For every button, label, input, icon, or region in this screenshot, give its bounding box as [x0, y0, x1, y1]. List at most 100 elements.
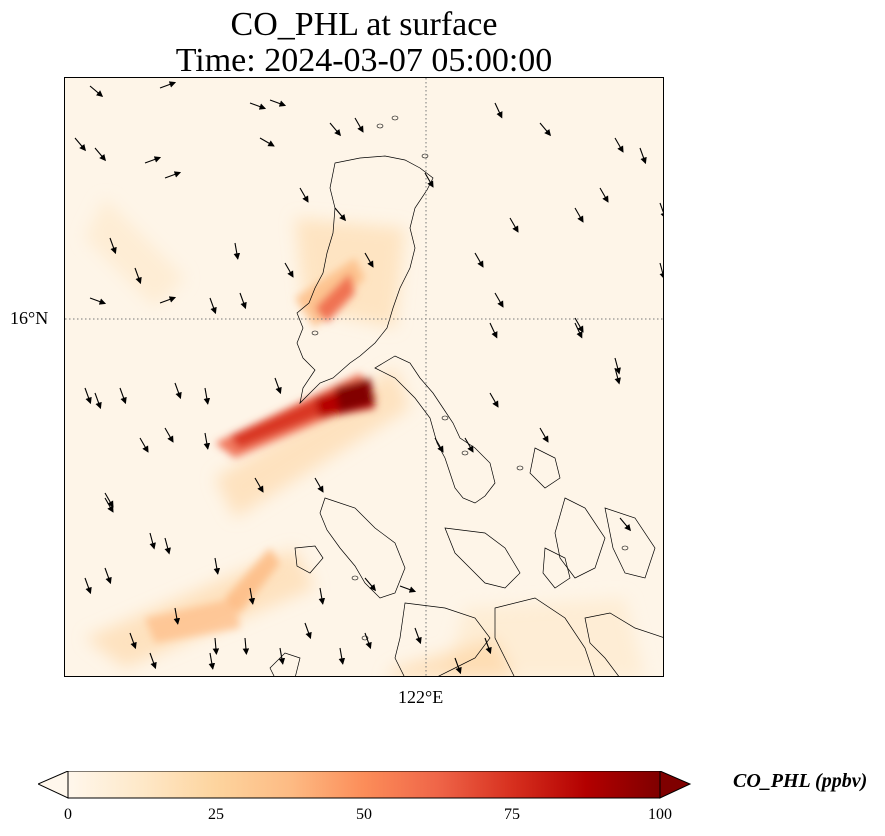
wind-arrow: [614, 137, 624, 153]
wind-arrow: [164, 171, 182, 179]
wind-arrow: [159, 296, 177, 304]
coastline: [444, 527, 521, 589]
wind-arrow: [304, 622, 312, 640]
wind-arrow: [259, 137, 275, 147]
islet: [391, 115, 399, 121]
plume-core: [225, 548, 280, 613]
plume-core: [335, 378, 375, 413]
wind-arrow: [94, 147, 106, 162]
wind-arrow: [104, 497, 114, 513]
wind-arrow: [354, 117, 364, 133]
wind-arrow: [599, 187, 609, 203]
wind-arrow: [434, 437, 444, 453]
wind-arrow: [159, 81, 177, 89]
wind-arrow: [278, 647, 286, 665]
coastline: [542, 547, 571, 589]
wind-arrow: [574, 322, 583, 339]
wind-arrow: [474, 252, 484, 268]
coastline: [494, 597, 595, 676]
islet: [516, 465, 524, 471]
wind-arrow: [274, 377, 282, 395]
wind-arrow: [509, 217, 519, 233]
islet: [376, 123, 384, 129]
wind-arrow: [399, 585, 417, 593]
wind-arrow: [233, 242, 241, 260]
coastline: [294, 545, 324, 574]
colorbar-tick-label: 25: [208, 806, 224, 823]
wind-arrow: [484, 637, 492, 655]
wind-arrow: [164, 537, 171, 555]
colorbar: [38, 771, 692, 799]
wind-arrow: [149, 532, 156, 550]
colorbar-low-extension: [38, 771, 69, 799]
wind-arrow: [318, 587, 326, 605]
islet: [421, 153, 429, 159]
wind-arrow: [139, 437, 149, 453]
wind-arrow: [144, 156, 162, 164]
wind-arrow: [659, 202, 663, 220]
wind-arrow: [119, 387, 127, 405]
wind-arrow: [94, 392, 102, 410]
wind-arrow: [414, 627, 422, 645]
wind-arrow: [338, 647, 346, 665]
colorbar-label: CO_PHL (ppbv): [733, 770, 868, 792]
wind-arrow: [574, 207, 584, 223]
map-panel: [64, 77, 664, 677]
wind-arrow: [248, 587, 256, 605]
wind-arrow: [539, 122, 551, 137]
wind-arrow: [314, 477, 324, 493]
coastline: [604, 507, 656, 579]
wind-arrow: [84, 387, 92, 405]
plume-haze: [387, 638, 514, 676]
coastline: [554, 497, 606, 579]
wind-arrow: [454, 657, 462, 675]
wind-arrow: [639, 147, 647, 165]
wind-arrow: [109, 237, 117, 255]
plume-haze: [85, 198, 185, 308]
wind-arrow: [574, 317, 584, 333]
wind-arrow: [173, 607, 181, 625]
wind-arrow: [254, 477, 264, 493]
wind-arrow: [249, 102, 267, 110]
wind-arrow: [209, 297, 217, 315]
coastline: [394, 602, 491, 676]
islet: [441, 415, 449, 421]
coastline: [269, 652, 301, 676]
wind-arrow: [494, 102, 503, 119]
map-title-line1: CO_PHL at surface: [230, 6, 498, 43]
map-title-line2: Time: 2024-03-07 05:00:00: [175, 42, 553, 79]
coastline: [529, 447, 561, 489]
wind-arrow: [203, 387, 211, 405]
islet: [351, 575, 359, 581]
wind-arrow: [614, 357, 621, 375]
wind-arrow: [242, 637, 250, 656]
wind-arrow: [364, 632, 372, 650]
wind-arrow: [329, 122, 341, 137]
wind-arrow: [239, 292, 247, 310]
wind-arrow: [104, 492, 114, 508]
colorbar-tick-label: 50: [356, 806, 372, 823]
wind-arrow: [364, 577, 376, 592]
wind-arrow: [164, 427, 174, 443]
wind-arrow: [84, 577, 92, 595]
wind-arrow: [104, 567, 112, 585]
wind-arrow: [424, 172, 434, 188]
wind-arrow: [269, 99, 287, 107]
latitude-label: 16°N: [10, 308, 49, 328]
wind-arrow: [174, 382, 182, 400]
coastline: [584, 612, 663, 676]
wind-arrow: [464, 437, 474, 453]
wind-arrow: [539, 427, 549, 443]
wind-arrow: [129, 632, 137, 650]
wind-arrow: [89, 85, 104, 97]
wind-arrow: [334, 207, 346, 222]
map-canvas: [65, 78, 663, 676]
wind-arrow: [74, 137, 86, 152]
wind-arrow: [203, 432, 211, 450]
wind-arrow: [489, 322, 498, 339]
islet: [461, 450, 469, 456]
wind-arrow: [149, 652, 157, 670]
coastline: [374, 355, 496, 504]
islet: [311, 330, 319, 336]
wind-arrow: [494, 292, 504, 308]
